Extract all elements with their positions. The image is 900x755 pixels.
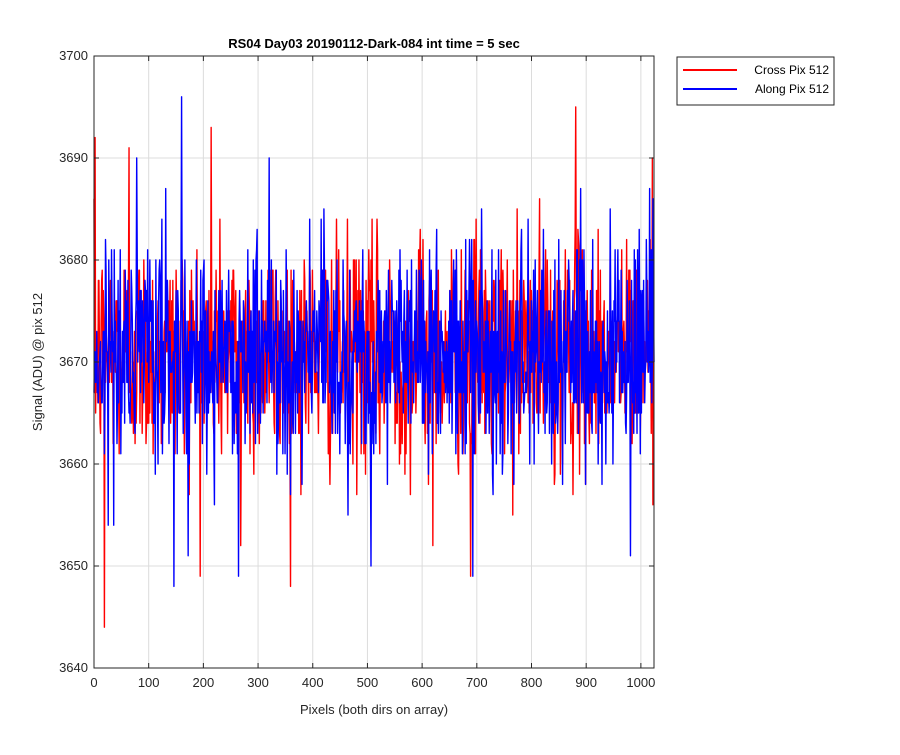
x-tick-label: 900	[575, 675, 597, 690]
y-tick-label: 3700	[59, 48, 88, 63]
x-axis-label: Pixels (both dirs on array)	[300, 702, 448, 717]
chart-title: RS04 Day03 20190112-Dark-084 int time = …	[228, 36, 520, 51]
x-tick-label: 1000	[626, 675, 655, 690]
legend: Cross Pix 512 Along Pix 512	[676, 56, 835, 106]
x-tick-label: 0	[90, 675, 97, 690]
y-axis-label: Signal (ADU) @ pix 512	[30, 293, 45, 431]
x-tick-label: 300	[247, 675, 269, 690]
x-tick-label: 700	[466, 675, 488, 690]
y-tick-label: 3640	[59, 660, 88, 675]
y-tick-label: 3670	[59, 354, 88, 369]
y-tick-label: 3660	[59, 456, 88, 471]
x-tick-label: 600	[411, 675, 433, 690]
x-tick-label: 500	[357, 675, 379, 690]
legend-box	[676, 56, 835, 106]
series-layer	[93, 96, 655, 628]
series-line-along-pix-512	[93, 96, 655, 588]
legend-label: Cross Pix 512	[754, 63, 829, 77]
y-tick-label: 3680	[59, 252, 88, 267]
x-tick-label: 800	[521, 675, 543, 690]
y-tick-label: 3690	[59, 150, 88, 165]
x-tick-label: 400	[302, 675, 324, 690]
legend-label: Along Pix 512	[755, 82, 829, 96]
y-tick-label: 3650	[59, 558, 88, 573]
ticks: 0 100 200 300 400 500 600 700 800 900 1000 3640 3650…	[59, 48, 655, 690]
x-tick-label: 200	[193, 675, 215, 690]
x-tick-label: 100	[138, 675, 160, 690]
